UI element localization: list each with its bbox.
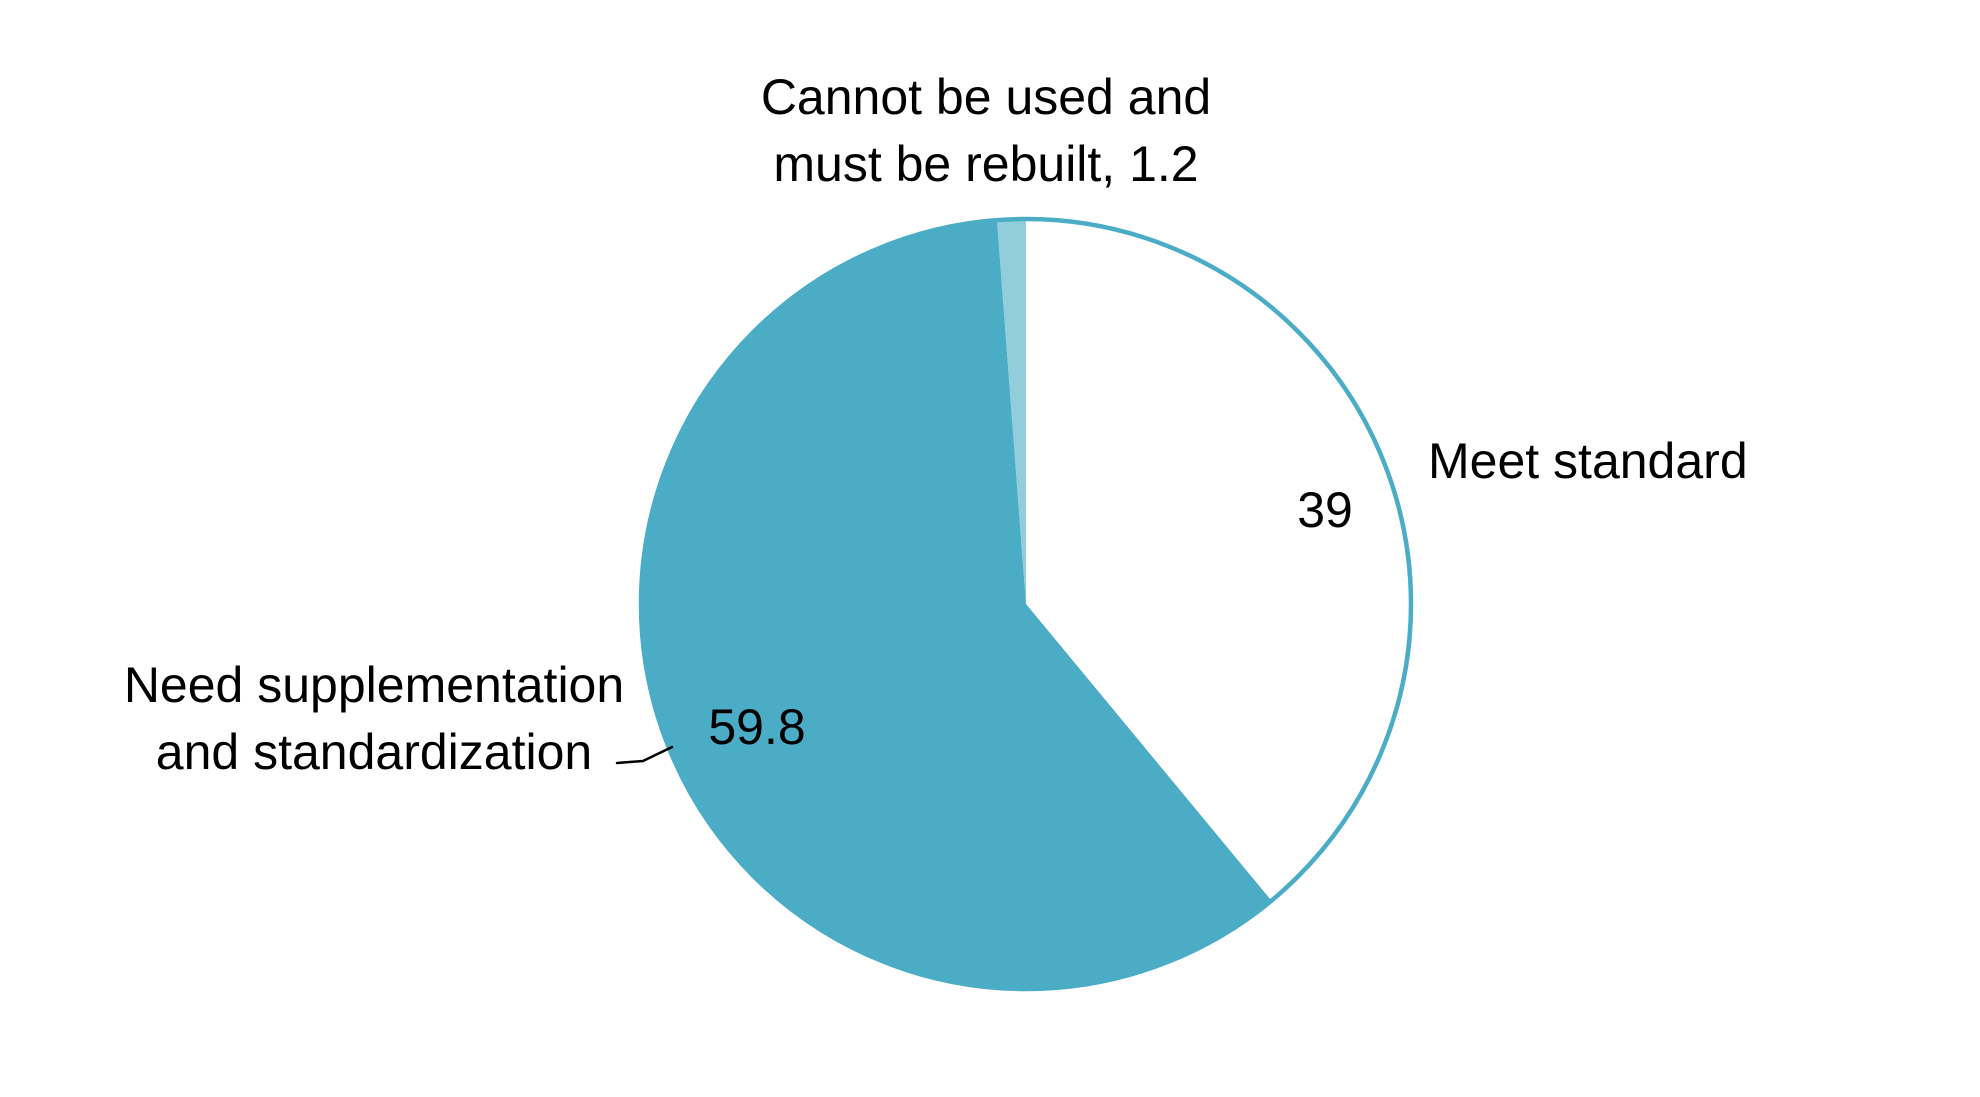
- pie-slice-1: [641, 220, 1272, 989]
- label-need-supplementation: Need supplementation and standardization: [94, 652, 654, 786]
- label-need-supplementation-line1: Need supplementation: [123, 657, 625, 713]
- pie-slice-2: [997, 218, 1026, 604]
- label-cannot-be-used-line1: Cannot be used and: [760, 69, 1212, 125]
- pie-slice-0: [1026, 219, 1412, 901]
- label-need-supplementation-line2: and standardization: [155, 724, 593, 780]
- value-need-supplementation: 59.8: [708, 699, 806, 755]
- label-cannot-be-used: Cannot be used and must be rebuilt, 1.2: [586, 64, 1386, 198]
- leader-line: [615, 745, 674, 765]
- pie-slices: [641, 218, 1412, 989]
- label-meet-standard: Meet standard: [1428, 433, 1748, 489]
- value-meet-standard: 39: [1297, 482, 1353, 538]
- pie-outline: [638, 216, 1414, 992]
- label-cannot-be-used-line2: must be rebuilt, 1.2: [773, 136, 1199, 192]
